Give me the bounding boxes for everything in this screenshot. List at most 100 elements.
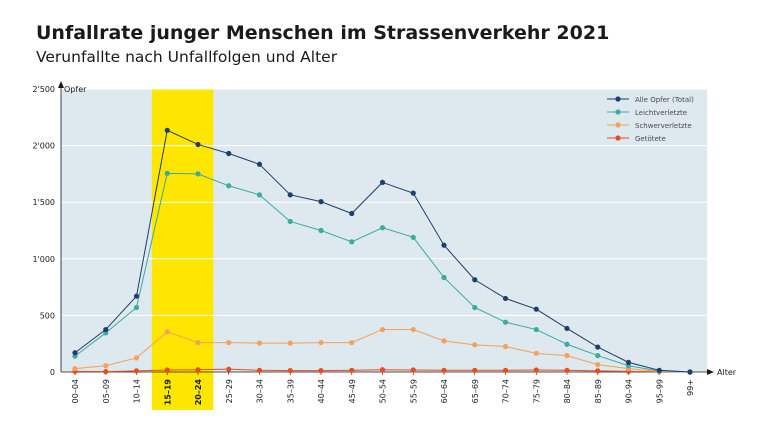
data-point bbox=[533, 306, 539, 312]
data-point bbox=[133, 304, 140, 311]
data-point bbox=[195, 339, 201, 346]
highlight-layer bbox=[151, 89, 214, 410]
x-tick-label: 75–79 bbox=[532, 379, 541, 403]
data-point bbox=[379, 225, 386, 231]
data-point bbox=[256, 192, 263, 198]
data-point bbox=[472, 367, 478, 373]
data-point bbox=[625, 359, 632, 365]
data-point bbox=[533, 326, 539, 333]
y-tick-label: 500 bbox=[40, 311, 55, 320]
y-axis-arrow bbox=[58, 81, 64, 88]
data-point bbox=[410, 326, 416, 333]
data-point bbox=[226, 183, 232, 189]
data-point bbox=[287, 340, 293, 346]
data-point bbox=[656, 367, 662, 373]
data-point bbox=[195, 171, 201, 177]
x-tick-label: 85–89 bbox=[594, 379, 603, 403]
data-point bbox=[318, 339, 324, 346]
data-point bbox=[564, 352, 570, 359]
axis-layer: 0 500 1'000 1'500 2'000 2'500 00–04 05–09 10–14 1… bbox=[32, 81, 714, 405]
data-point bbox=[287, 368, 293, 374]
data-point bbox=[164, 170, 170, 176]
data-point bbox=[103, 363, 109, 369]
data-point bbox=[103, 326, 109, 333]
data-point bbox=[133, 355, 140, 361]
data-point bbox=[287, 192, 293, 198]
legend-marker bbox=[615, 122, 621, 128]
x-tick-label: 05–09 bbox=[102, 379, 111, 403]
data-point bbox=[195, 141, 201, 148]
x-tick-label: 50–54 bbox=[379, 379, 388, 403]
data-point bbox=[472, 304, 478, 311]
x-axis-label: Alter bbox=[717, 368, 737, 377]
data-point bbox=[502, 343, 509, 350]
data-point bbox=[256, 161, 263, 167]
data-point bbox=[595, 344, 601, 350]
data-point bbox=[595, 362, 601, 368]
data-point bbox=[564, 325, 570, 332]
data-point bbox=[226, 150, 232, 157]
data-point bbox=[533, 367, 539, 373]
legend-marker bbox=[615, 135, 621, 141]
data-point bbox=[502, 367, 509, 373]
chart-title: Unfallrate junger Menschen im Strassenve… bbox=[36, 22, 610, 44]
x-tick-label: 40–44 bbox=[317, 379, 326, 403]
series-layer bbox=[72, 127, 693, 375]
data-point bbox=[472, 342, 478, 348]
data-point bbox=[287, 218, 293, 225]
data-point bbox=[226, 339, 232, 346]
data-point bbox=[595, 368, 601, 374]
legend-label: Alle Opfer (Total) bbox=[635, 96, 694, 104]
data-point bbox=[133, 368, 140, 374]
highlight-band bbox=[151, 89, 214, 410]
data-point bbox=[133, 293, 140, 299]
data-point bbox=[595, 352, 601, 359]
data-point bbox=[349, 239, 355, 245]
data-point bbox=[72, 350, 78, 356]
data-point bbox=[318, 199, 324, 205]
legend-label: Schwerverletzte bbox=[635, 122, 692, 130]
x-tick-label: 70–74 bbox=[502, 379, 511, 403]
data-point bbox=[441, 242, 447, 248]
data-point bbox=[349, 210, 355, 217]
data-point bbox=[349, 367, 355, 373]
data-point bbox=[410, 367, 416, 373]
x-tick-label: 60–64 bbox=[440, 379, 449, 403]
data-point bbox=[164, 329, 170, 335]
grid-layer bbox=[61, 88, 707, 316]
data-point bbox=[164, 367, 170, 373]
legend: Alle Opfer (Total) Leichtverletzte Schwerv… bbox=[607, 96, 694, 143]
x-axis-arrow bbox=[707, 369, 714, 375]
x-tick-label: 95–99 bbox=[655, 379, 664, 403]
x-tick-label: 25–29 bbox=[225, 379, 234, 403]
data-point bbox=[410, 190, 416, 196]
x-tick-label: 45–49 bbox=[348, 379, 357, 403]
data-point bbox=[564, 341, 570, 347]
data-point bbox=[226, 366, 232, 372]
data-point bbox=[318, 368, 324, 374]
y-tick-label: 1'000 bbox=[32, 255, 55, 264]
x-tick-label: 65–69 bbox=[471, 379, 480, 403]
x-tick-label: 15–19 bbox=[163, 379, 172, 406]
y-axis-label: Opfer bbox=[64, 85, 87, 94]
data-point bbox=[441, 274, 447, 281]
data-point bbox=[379, 179, 386, 185]
data-point bbox=[564, 367, 570, 373]
y-tick-label: 0 bbox=[50, 368, 55, 377]
data-point bbox=[410, 234, 416, 240]
data-point bbox=[256, 340, 263, 346]
data-point bbox=[687, 369, 693, 375]
data-point bbox=[502, 295, 509, 302]
legend-marker bbox=[615, 109, 621, 115]
data-point bbox=[472, 277, 478, 283]
data-point bbox=[256, 367, 263, 373]
x-tick-label: 20–24 bbox=[194, 379, 203, 406]
x-tick-label: 80–84 bbox=[563, 379, 572, 403]
data-point bbox=[533, 350, 539, 356]
data-point bbox=[72, 366, 78, 372]
data-point bbox=[103, 369, 109, 375]
data-point bbox=[318, 227, 324, 234]
legend-label: Leichtverletzte bbox=[635, 109, 687, 117]
data-point bbox=[349, 339, 355, 346]
